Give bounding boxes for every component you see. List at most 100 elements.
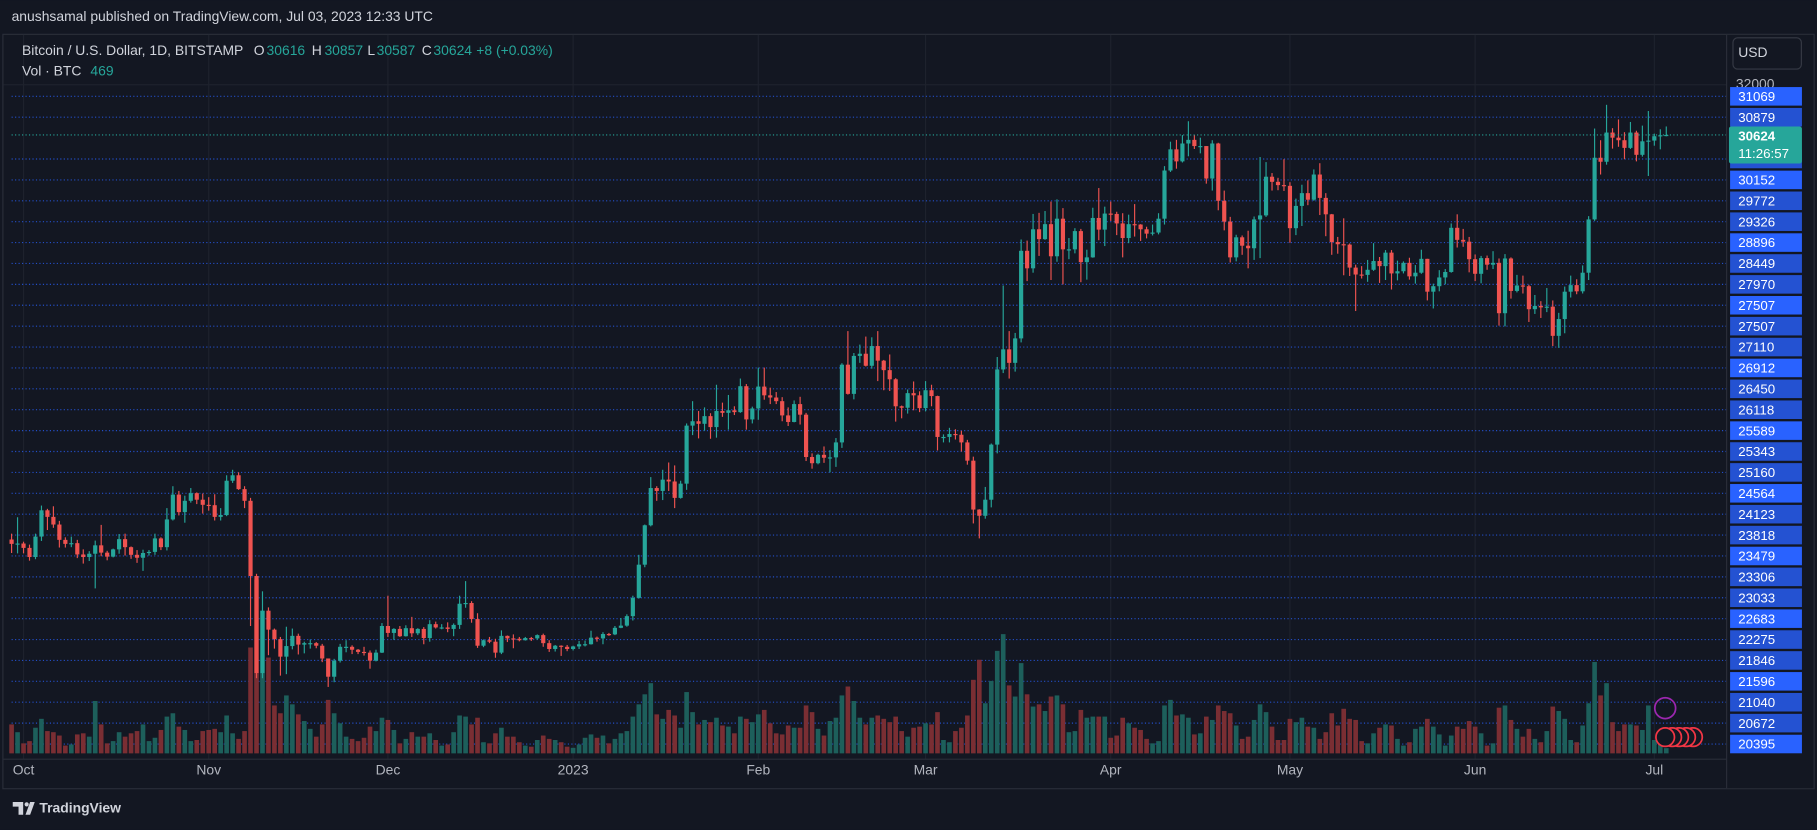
volume-bar	[1132, 727, 1137, 754]
volume-bar	[726, 726, 731, 754]
volume-bar	[893, 716, 899, 754]
volume-bar	[15, 732, 20, 754]
candle-body	[457, 603, 462, 625]
volume-bar	[140, 724, 146, 754]
volume-bar	[343, 736, 349, 754]
volume-bar	[839, 695, 845, 754]
candle-body	[493, 641, 498, 653]
volume-bar	[1156, 741, 1161, 754]
volume-bar	[200, 731, 206, 754]
candle-body	[1341, 244, 1346, 246]
x-tick-label: Feb	[746, 761, 770, 777]
volume-value: 469	[90, 63, 113, 79]
candle-body	[284, 646, 289, 657]
volume-bar	[582, 737, 588, 754]
level-label-box	[1730, 630, 1802, 649]
candle-body	[1610, 132, 1615, 138]
level-label: 24123	[1738, 507, 1775, 522]
candle-body	[792, 404, 797, 422]
volume-bar	[128, 733, 134, 754]
candle-body	[439, 627, 444, 629]
volume-bar	[947, 742, 952, 754]
candle-body	[1293, 205, 1299, 229]
chart-title: Bitcoin / U.S. Dollar, 1D, BITSTAMP	[22, 42, 243, 58]
candle-body	[1335, 242, 1340, 245]
x-tick-label: 2023	[558, 761, 589, 777]
ohlc-letter: H	[312, 42, 322, 58]
level-label-box	[1730, 546, 1802, 566]
candle-body	[648, 488, 653, 526]
volume-bar	[1383, 724, 1388, 754]
level-label: 27110	[1738, 340, 1774, 355]
volume-bar	[738, 716, 743, 754]
volume-bar	[1466, 721, 1472, 754]
candle-body	[917, 395, 922, 409]
volume-bar	[266, 657, 271, 754]
candle-body	[236, 475, 241, 490]
candle-body	[15, 543, 20, 545]
candle-body	[1449, 227, 1454, 272]
volume-bar	[487, 743, 492, 754]
volume-bar	[1006, 685, 1012, 754]
volume-bar	[1472, 726, 1478, 754]
candle-body	[242, 489, 247, 501]
candle-body	[1634, 132, 1639, 155]
candle-body	[1413, 272, 1418, 277]
volume-bar	[785, 725, 791, 754]
candle-body	[923, 390, 928, 409]
volume-bar	[212, 728, 218, 754]
volume-bar	[373, 731, 379, 754]
volume-bar	[976, 659, 982, 754]
candle-body	[833, 442, 839, 458]
level-label: 21846	[1738, 653, 1775, 668]
volume-bar	[1084, 717, 1090, 754]
volume-bar	[367, 726, 373, 754]
volume-bar	[791, 727, 797, 754]
volume-bar	[290, 704, 295, 754]
currency-button[interactable]	[1732, 37, 1802, 70]
volume-bar	[1114, 735, 1120, 754]
candle-body	[1252, 219, 1257, 249]
ohlc-value: 30624	[433, 42, 472, 58]
candle-body	[565, 646, 570, 649]
candle-body	[463, 603, 468, 605]
volume-bar	[911, 727, 916, 754]
countdown-label: 11:26:57	[1738, 146, 1789, 161]
candle-body	[505, 635, 510, 639]
volume-bar	[1090, 716, 1096, 754]
volume-bar	[660, 718, 666, 754]
level-label-box	[1730, 295, 1802, 315]
level-label: 24564	[1738, 486, 1776, 501]
volume-bar	[242, 731, 247, 754]
candle-body	[1592, 157, 1597, 220]
ohlc-value: 30587	[377, 42, 416, 58]
candle-body	[547, 643, 552, 649]
ohlc-value: 30857	[324, 42, 363, 58]
volume-title: Vol · BTC	[22, 63, 81, 79]
volume-bar	[1371, 733, 1376, 754]
candle-body	[1269, 176, 1275, 182]
volume-bar	[552, 739, 558, 754]
candle-body	[1550, 306, 1555, 336]
candle-body	[774, 397, 779, 402]
candle-body	[941, 436, 946, 439]
volume-bar	[1186, 717, 1191, 754]
candle-body	[1359, 274, 1364, 276]
volume-bar	[21, 743, 26, 754]
volume-bar	[194, 739, 200, 754]
volume-bar	[331, 713, 337, 754]
candle-body	[1562, 291, 1567, 320]
candle-body	[403, 628, 408, 637]
candle-body	[1484, 258, 1490, 265]
volume-bar	[313, 736, 319, 754]
volume-bar	[917, 726, 922, 754]
volume-bar	[325, 699, 331, 754]
x-tick-label: Dec	[376, 761, 401, 777]
candle-body	[1204, 146, 1209, 179]
x-tick-label: Apr	[1100, 761, 1122, 777]
candle-body	[415, 628, 420, 634]
event-icon	[1653, 696, 1677, 720]
candle-body	[176, 494, 181, 513]
volume-bar	[1550, 706, 1556, 754]
currency-label[interactable]: USD	[1738, 44, 1767, 60]
